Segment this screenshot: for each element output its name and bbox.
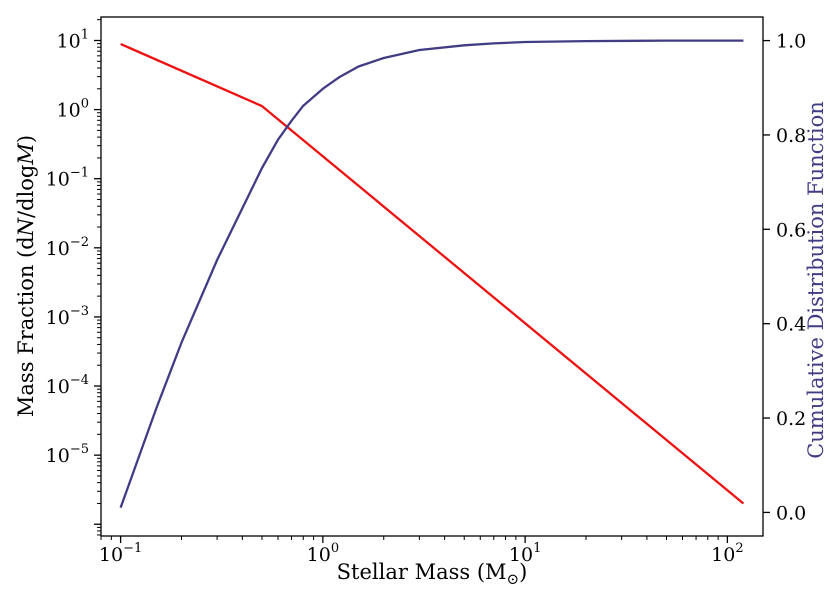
right-tick-label: 1.0 xyxy=(776,31,806,53)
cdf-line xyxy=(119,39,744,509)
x-tick-label: 100 xyxy=(307,541,339,566)
right-tick-label: 0.8 xyxy=(776,125,806,147)
plot-frame xyxy=(100,16,764,537)
left-tick-label: 10−3 xyxy=(46,304,89,329)
mass-fraction-line xyxy=(120,42,745,505)
x-tick-label: 102 xyxy=(711,541,743,566)
right-tick-label: 0.2 xyxy=(776,408,806,430)
x-tick-label: 101 xyxy=(509,541,541,566)
x-axis-ticks: 10−1 100 101 102 xyxy=(99,536,744,566)
left-axis-label: Mass Fraction (dN/dlogM) xyxy=(14,135,38,417)
x-tick-label: 10−1 xyxy=(99,541,142,566)
series-layer xyxy=(119,39,745,509)
right-tick-label: 0.6 xyxy=(776,219,806,241)
left-tick-label: 100 xyxy=(57,97,89,122)
left-axis-ticks: 101 100 10−1 10−2 10−3 10−4 10−5 xyxy=(46,19,101,536)
left-tick-label: 10−2 xyxy=(46,235,89,260)
right-tick-label: 0.4 xyxy=(776,314,806,336)
left-tick-label: 10−4 xyxy=(46,373,89,398)
x-axis-label: Stellar Mass (M⊙) xyxy=(337,560,528,588)
left-tick-label: 10−1 xyxy=(46,166,89,191)
right-axis-ticks: 0.0 0.2 0.4 0.6 0.8 1.0 xyxy=(763,31,806,524)
right-axis-label: Cumulative Distribution Function xyxy=(804,101,828,459)
right-tick-label: 0.0 xyxy=(776,502,806,524)
left-tick-label: 10−5 xyxy=(46,442,89,467)
left-tick-label: 101 xyxy=(57,27,89,52)
